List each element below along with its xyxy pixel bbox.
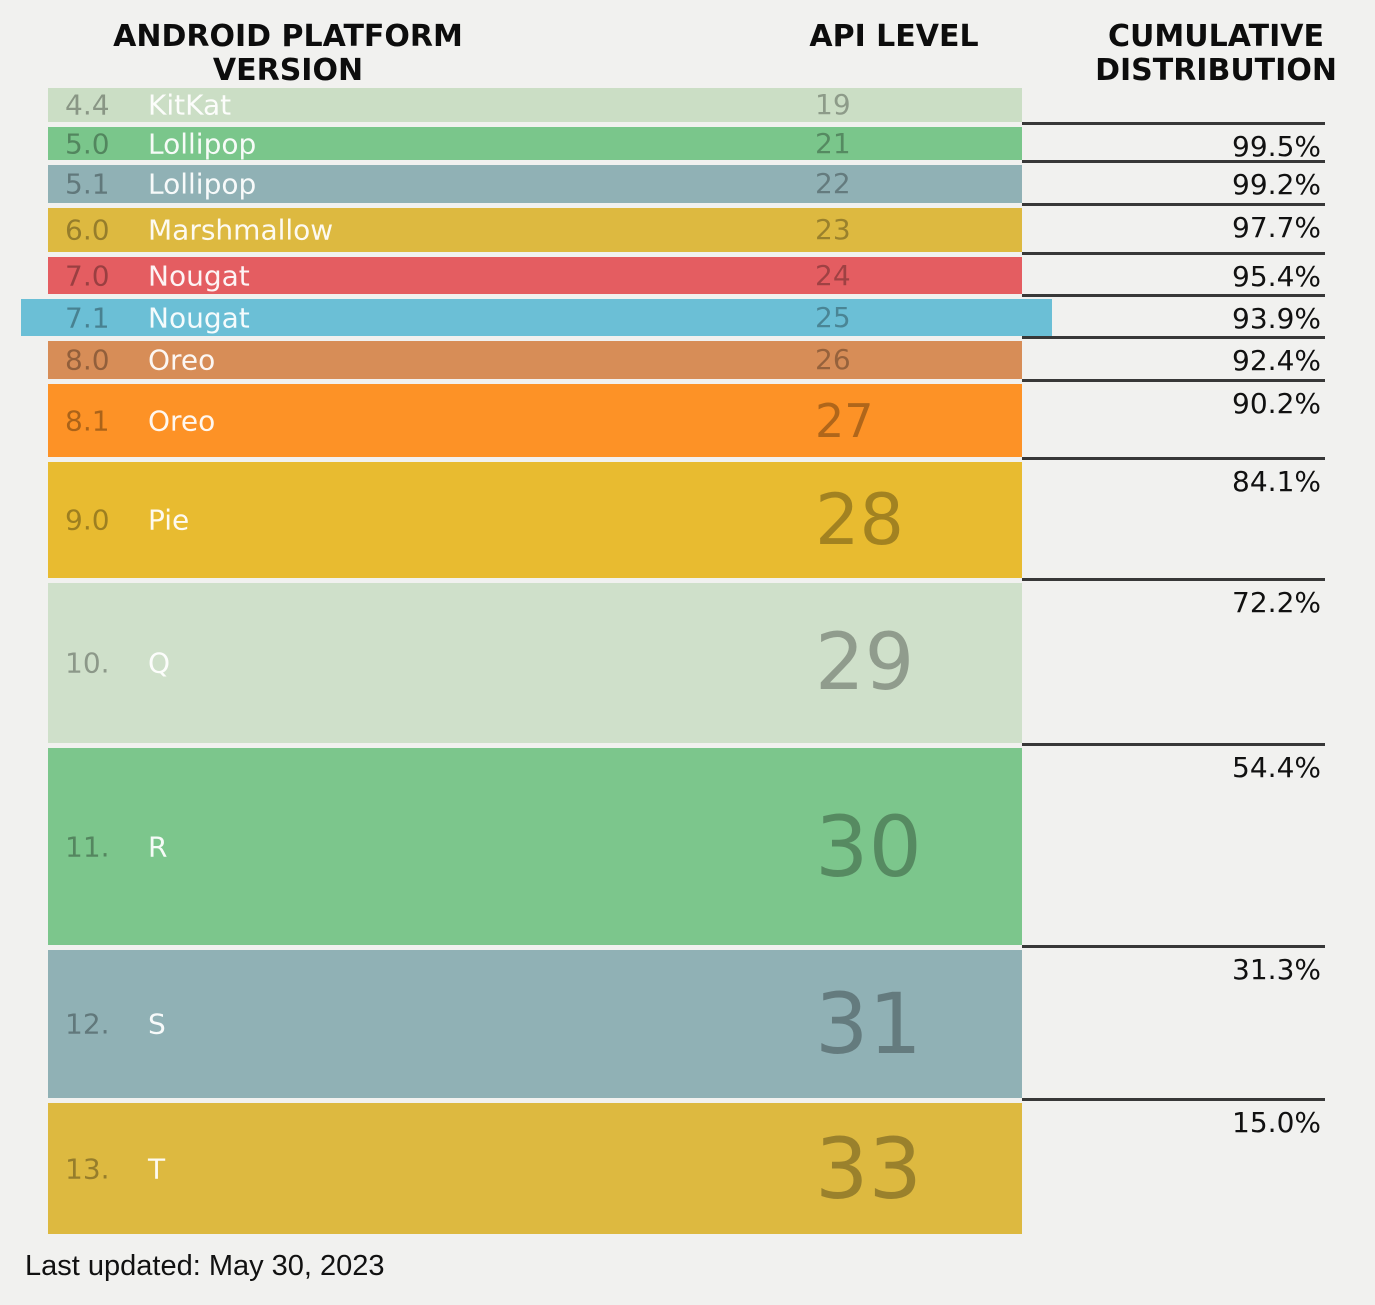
version-name: Pie — [148, 503, 190, 537]
cumulative-percent: 15.0% — [1232, 1106, 1321, 1139]
api-level-value: 31 — [815, 975, 922, 1073]
version-row-8-1[interactable]: 8.1 Oreo 27 90.2% — [0, 379, 1375, 457]
api-level-value: 26 — [815, 343, 851, 376]
api-level-value: 29 — [815, 618, 915, 708]
api-level-value: 21 — [815, 126, 851, 160]
version-name: Marshmallow — [148, 213, 334, 247]
last-updated-label: Last updated: May 30, 2023 — [25, 1250, 385, 1282]
version-row-7-1[interactable]: 7.1 Nougat 25 93.9% — [0, 294, 1375, 336]
cumulative-percent: 84.1% — [1232, 465, 1321, 498]
version-row-4-4[interactable]: 4.4 KitKat 19 — [0, 88, 1375, 122]
cumulative-line — [1022, 578, 1325, 581]
cumulative-percent: 90.2% — [1232, 387, 1321, 420]
cumulative-line — [1022, 160, 1325, 163]
cumulative-line — [1022, 1098, 1325, 1101]
version-row-5-0[interactable]: 5.0 Lollipop 21 99.5% — [0, 122, 1375, 163]
version-number: 12. — [65, 1007, 110, 1041]
version-number: 6.0 — [65, 213, 110, 247]
cumulative-line — [1022, 294, 1325, 297]
version-name: Nougat — [148, 259, 250, 292]
version-bar — [48, 1103, 1022, 1234]
version-row-9-0[interactable]: 9.0 Pie 28 84.1% — [0, 457, 1375, 578]
version-bar — [48, 208, 1022, 252]
version-number: 5.0 — [65, 127, 110, 160]
version-number: 7.1 — [65, 301, 110, 334]
version-row-12[interactable]: 12. S 31 31.3% — [0, 945, 1375, 1098]
version-name: Q — [148, 646, 171, 680]
api-level-value: 19 — [815, 88, 851, 121]
cumulative-percent: 72.2% — [1232, 586, 1321, 619]
version-bar — [48, 341, 1022, 379]
cumulative-percent: 54.4% — [1232, 751, 1321, 784]
version-name: R — [148, 830, 168, 863]
api-level-value: 23 — [815, 213, 851, 246]
version-row-5-1[interactable]: 5.1 Lollipop 22 99.2% — [0, 160, 1375, 203]
version-number: 11. — [65, 830, 110, 863]
cumulative-line — [1022, 457, 1325, 460]
cumulative-percent: 99.2% — [1232, 168, 1321, 201]
version-number: 7.0 — [65, 259, 110, 292]
cumulative-line — [1022, 379, 1325, 382]
cumulative-line — [1022, 203, 1325, 206]
column-header-api-level: API LEVEL — [809, 19, 979, 54]
version-bar — [21, 299, 1052, 336]
cumulative-percent: 92.4% — [1232, 344, 1321, 377]
version-row-11[interactable]: 11. R 30 54.4% — [0, 743, 1375, 945]
api-level-value: 27 — [815, 393, 874, 448]
version-name: Lollipop — [148, 127, 257, 160]
cumulative-percent: 95.4% — [1232, 260, 1321, 293]
cumulative-line — [1022, 122, 1325, 125]
column-header-platform-version: ANDROID PLATFORM VERSION — [113, 19, 463, 88]
version-bar — [48, 384, 1022, 457]
cumulative-line — [1022, 743, 1325, 746]
cumulative-percent: 93.9% — [1232, 302, 1321, 335]
version-bar — [48, 748, 1022, 945]
version-number: 10. — [65, 646, 110, 680]
version-name: KitKat — [148, 88, 232, 122]
api-level-value: 30 — [815, 797, 922, 896]
api-level-value: 22 — [815, 167, 851, 200]
version-bar — [48, 950, 1022, 1098]
cumulative-percent: 97.7% — [1232, 211, 1321, 244]
version-bar — [48, 583, 1022, 743]
version-name: Oreo — [148, 404, 216, 437]
cumulative-percent: 31.3% — [1232, 953, 1321, 986]
version-bar — [48, 462, 1022, 578]
version-rows: 4.4 KitKat 19 5.0 Lollipop 21 99.5% 5.1 Lollipop… — [0, 88, 1375, 1234]
version-row-13[interactable]: 13. T 33 15.0% — [0, 1098, 1375, 1234]
version-number: 9.0 — [65, 503, 110, 537]
version-name: Nougat — [148, 301, 250, 334]
version-name: Lollipop — [148, 167, 257, 201]
cumulative-line — [1022, 336, 1325, 339]
version-bar — [48, 257, 1022, 294]
version-row-7-0[interactable]: 7.0 Nougat 24 95.4% — [0, 252, 1375, 294]
cumulative-line — [1022, 252, 1325, 255]
version-number: 4.4 — [65, 88, 110, 122]
version-row-8-0[interactable]: 8.0 Oreo 26 92.4% — [0, 336, 1375, 379]
api-level-value: 28 — [815, 479, 905, 561]
api-level-value: 25 — [815, 300, 851, 334]
version-row-10[interactable]: 10. Q 29 72.2% — [0, 578, 1375, 743]
cumulative-line — [1022, 945, 1325, 948]
column-header-cumulative-distribution: CUMULATIVE DISTRIBUTION — [1095, 19, 1337, 88]
version-row-6-0[interactable]: 6.0 Marshmallow 23 97.7% — [0, 203, 1375, 252]
version-name: T — [148, 1152, 166, 1185]
version-bar — [48, 165, 1022, 203]
api-level-value: 33 — [815, 1119, 922, 1218]
version-bar — [48, 127, 1022, 160]
version-name: S — [148, 1007, 166, 1041]
version-name: Oreo — [148, 343, 216, 377]
version-number: 8.1 — [65, 404, 110, 437]
cumulative-percent: 99.5% — [1232, 130, 1321, 163]
version-number: 13. — [65, 1152, 110, 1185]
version-bar — [48, 88, 1022, 122]
version-number: 5.1 — [65, 167, 110, 201]
version-number: 8.0 — [65, 343, 110, 377]
api-level-value: 24 — [815, 258, 851, 292]
